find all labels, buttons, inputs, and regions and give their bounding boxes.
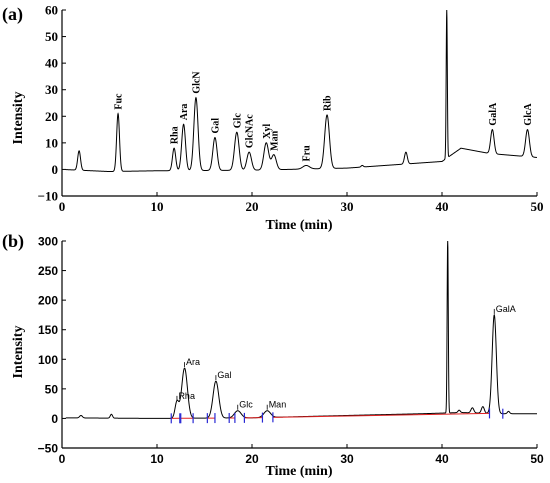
panel-a-trace (65, 9, 538, 173)
panel-b-peak-label: Glc (239, 400, 253, 410)
panel-a: (a) Intensity Time (min) 0 10 20 30 40 50−100… (2, 3, 544, 234)
panel-a-peak-label: Glc (232, 113, 243, 129)
panel-b-y-tick-label: 50 (45, 382, 59, 396)
panel-a-y-tick-label: −10 (38, 189, 58, 204)
panel-a-x-tick-label: 30 (341, 199, 354, 214)
panel-a-x-tick-label: 50 (531, 199, 544, 214)
panel-b-y-tick-label: 150 (38, 323, 58, 337)
panel-b-trace (65, 240, 537, 419)
panel-b-x-axis-title: Time (min) (265, 464, 332, 479)
panel-a-y-tick-label: 20 (45, 109, 58, 124)
panel-b-peak-label: Gal (217, 370, 231, 380)
panel-b-y-tick-label: 250 (38, 264, 58, 278)
panel-a-peak-label: GalA (488, 102, 499, 126)
panel-a-x-tick-label: 20 (246, 199, 259, 214)
panel-a-label: (a) (2, 4, 23, 25)
panel-b-x-tick-label: 0 (59, 452, 66, 466)
panel-b-peak-label: Man (269, 400, 287, 410)
panel-b-y-tick-label: 0 (51, 412, 58, 426)
panel-b-peak-label: GalA (496, 304, 516, 314)
panel-a-y-tick-label: 0 (52, 162, 59, 177)
panel-b-x-tick-label: 20 (245, 452, 259, 466)
panel-a-x-tick-label: 10 (151, 199, 164, 214)
panel-b-x-tick-label: 30 (340, 452, 354, 466)
panel-b-x-tick-label: 50 (530, 452, 544, 466)
panel-b-y-axis-title: Intensity (11, 326, 26, 379)
panel-a-peak-label: Ara (179, 104, 190, 121)
panel-a-peak-label: GlcNAc (245, 114, 256, 148)
panel-a-peak-label: GlcA (523, 103, 534, 126)
panel-b-y-tick-label: 300 (38, 235, 58, 249)
panel-a-y-tick-label: 10 (45, 135, 58, 150)
panel-a-peak-label: GlcN (191, 71, 202, 94)
panel-a-peak-label: Rha (170, 126, 181, 144)
panel-a-y-axis-title: Intensity (11, 92, 26, 145)
panel-a-y-tick-label: 60 (45, 3, 58, 18)
panel-b-peak-label: Rha (178, 391, 195, 401)
panel-b-x-tick-label: 40 (435, 452, 449, 466)
panel-a-peak-label: Fru (302, 145, 313, 162)
panel-a-peak-label: Fuc (114, 93, 125, 110)
panel-a-y-tick-label: 40 (45, 56, 58, 71)
panel-a-peak-label: Gal (210, 118, 221, 134)
panel-a-x-tick-label: 40 (436, 199, 449, 214)
panel-b-x-tick-label: 10 (150, 452, 164, 466)
panel-a-y-tick-label: 50 (45, 29, 58, 44)
panel-b-label: (b) (2, 231, 24, 252)
panel-a-x-axis-title: Time (min) (265, 218, 332, 233)
panel-a-y-tick-label: 30 (45, 82, 58, 97)
panel-b-peak-label: Ara (186, 357, 200, 367)
panel-b-integration-baseline (272, 412, 490, 418)
panel-b-y-tick-label: −50 (38, 442, 59, 456)
panel-a-peak-label: Rib (323, 95, 334, 111)
panel-a-peak-label: Man (269, 130, 280, 150)
panel-b-y-tick-label: 100 (38, 353, 58, 367)
panel-b: (b) Intensity Time (min) 0 10 20 30 40 50−500… (2, 231, 544, 479)
panel-b-y-tick-label: 200 (38, 294, 58, 308)
panel-a-x-tick-label: 0 (59, 199, 66, 214)
panel-a-peak-label: Xyl (262, 124, 273, 139)
